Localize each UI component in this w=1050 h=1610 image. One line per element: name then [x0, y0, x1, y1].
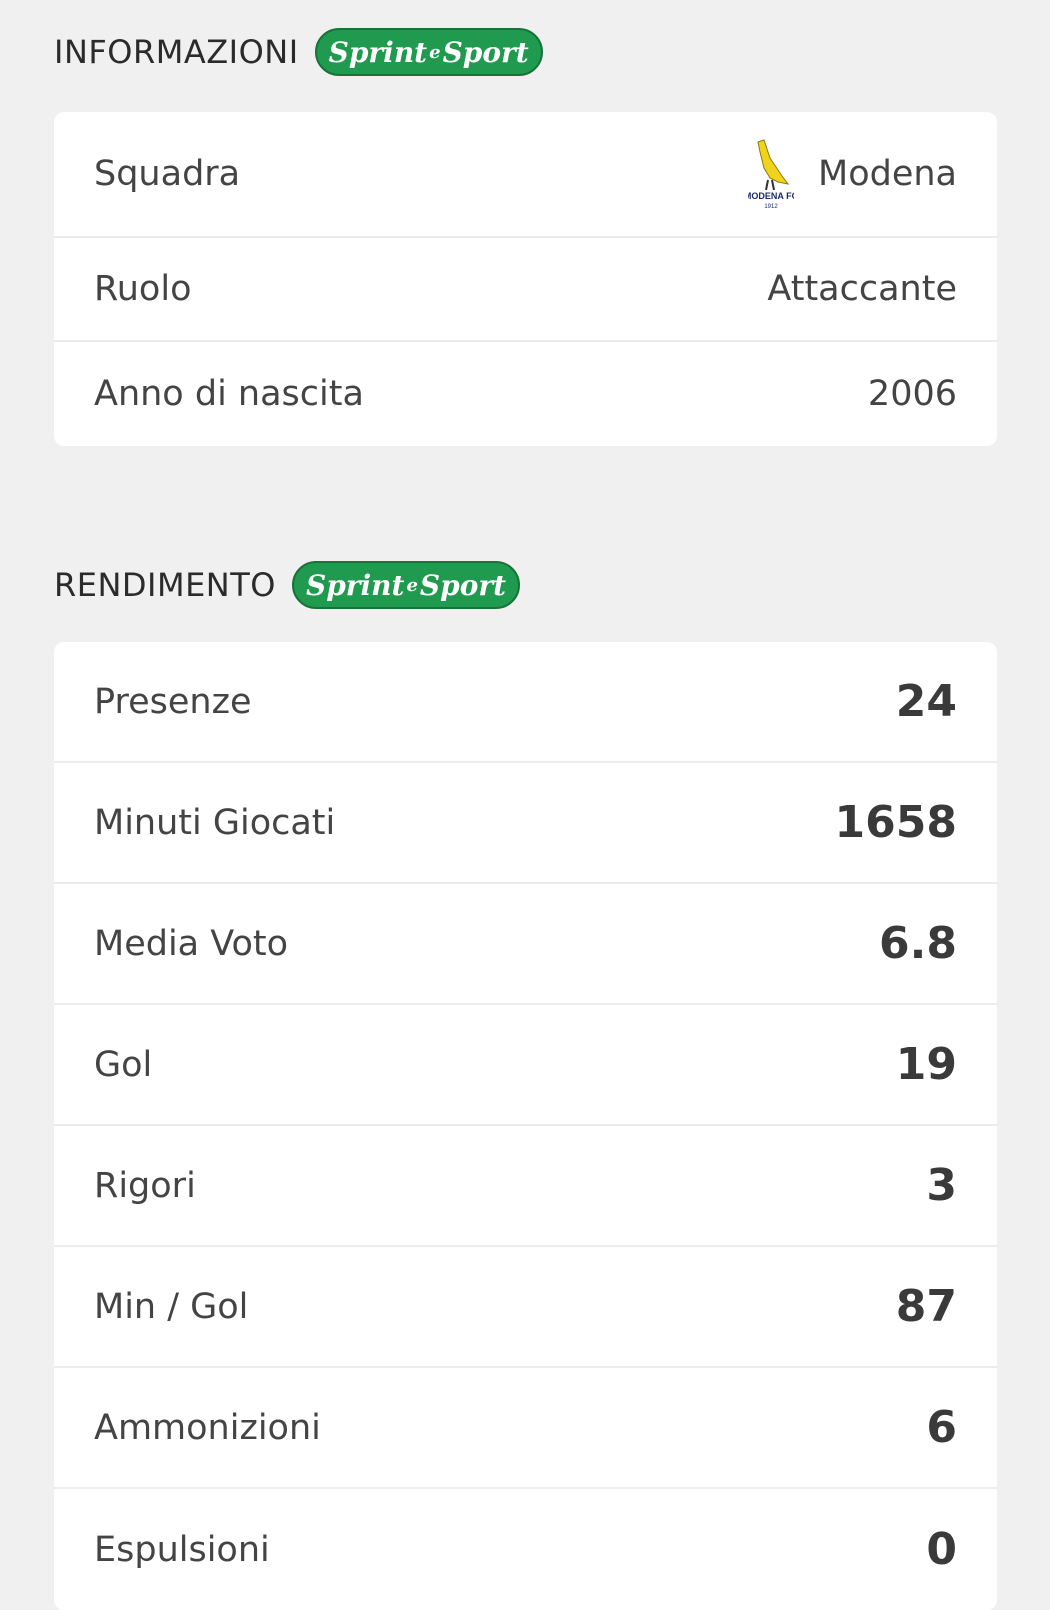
stat-label: Minuti Giocati — [94, 802, 336, 843]
stat-row: Min / Gol 87 — [54, 1247, 997, 1368]
stat-value: 0 — [926, 1524, 957, 1575]
row-value: Attaccante — [767, 269, 957, 309]
info-row-role: Ruolo Attaccante — [54, 238, 997, 342]
svg-text:1912: 1912 — [764, 204, 778, 210]
stat-label: Ammonizioni — [94, 1407, 321, 1448]
sprintesport-logo: Sprint e Sport — [291, 561, 521, 609]
stat-value: 6.8 — [879, 918, 957, 969]
info-card: Squadra MODENA FC 1912 Modena Ruolo Atta… — [54, 112, 997, 446]
stat-row: Presenze 24 — [54, 642, 997, 763]
stat-value: 24 — [895, 676, 957, 727]
stat-value: 19 — [895, 1039, 957, 1090]
stat-label: Min / Gol — [94, 1286, 249, 1327]
row-label: Anno di nascita — [94, 374, 364, 414]
stat-row: Media Voto 6.8 — [54, 884, 997, 1005]
stat-row: Gol 19 — [54, 1005, 997, 1126]
stat-row: Ammonizioni 6 — [54, 1368, 997, 1489]
team-value[interactable]: MODENA FC 1912 Modena — [748, 138, 957, 210]
section-title: RENDIMENTO — [54, 566, 276, 604]
info-row-team: Squadra MODENA FC 1912 Modena — [54, 112, 997, 238]
stat-value: 6 — [926, 1402, 957, 1453]
performance-card: Presenze 24 Minuti Giocati 1658 Media Voto… — [54, 642, 997, 1610]
stat-row: Minuti Giocati 1658 — [54, 763, 997, 884]
sprintesport-logo: Sprint e Sport — [314, 28, 543, 76]
stat-label: Media Voto — [94, 923, 289, 964]
svg-text:MODENA FC: MODENA FC — [748, 191, 794, 201]
row-value: 2006 — [867, 374, 957, 414]
stat-row: Espulsioni 0 — [54, 1489, 997, 1610]
row-label: Ruolo — [94, 269, 192, 309]
stat-label: Rigori — [94, 1165, 196, 1206]
info-header: INFORMAZIONI Sprint e Sport — [54, 28, 543, 76]
stat-label: Espulsioni — [94, 1529, 270, 1570]
section-title: INFORMAZIONI — [54, 33, 299, 71]
row-value: Modena — [818, 154, 957, 194]
modena-logo-icon: MODENA FC 1912 — [748, 139, 794, 210]
info-row-birth-year: Anno di nascita 2006 — [54, 342, 997, 446]
stat-value: 87 — [895, 1281, 957, 1332]
stat-label: Presenze — [94, 681, 252, 722]
row-label: Squadra — [94, 154, 241, 194]
stat-label: Gol — [94, 1044, 153, 1085]
stat-value: 1658 — [834, 797, 957, 848]
performance-header: RENDIMENTO Sprint e Sport — [54, 561, 521, 609]
stat-row: Rigori 3 — [54, 1126, 997, 1247]
stat-value: 3 — [926, 1160, 957, 1211]
